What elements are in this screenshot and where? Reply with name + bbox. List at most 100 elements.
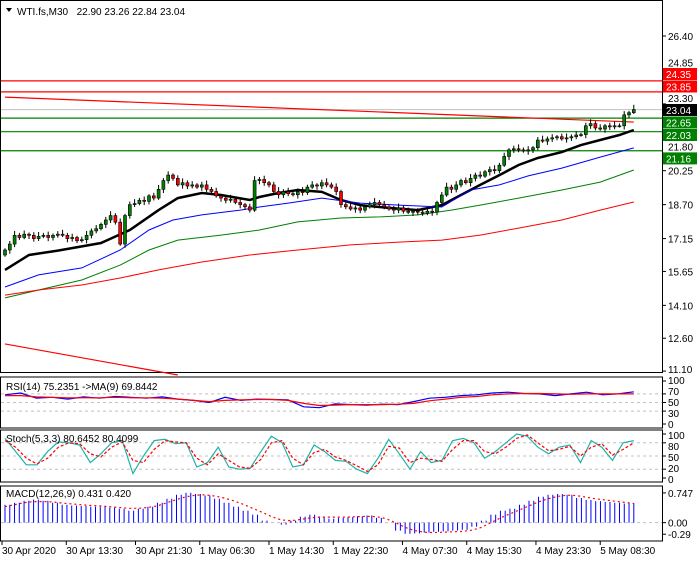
axis-tick-label: 70 (668, 387, 680, 398)
candle (329, 182, 334, 189)
price-level-badge-group: 22.03 (663, 129, 697, 142)
candle-body (324, 182, 329, 186)
axis-tick-label: 20 (668, 464, 680, 475)
axis-tick-label-text: 0 (668, 475, 674, 486)
dropdown-triangle-icon[interactable] (6, 8, 12, 12)
candle-body (113, 215, 118, 223)
candle-body (17, 234, 22, 238)
candle (324, 178, 329, 188)
price-tick-label: 15.65 (668, 267, 693, 278)
candle-body (305, 186, 310, 193)
candle (468, 173, 473, 187)
candle-body (147, 195, 151, 202)
candle (487, 166, 492, 176)
time-tick-label: 4 May 15:30 (467, 546, 522, 557)
candle-body (286, 191, 291, 194)
candle-body (118, 221, 122, 245)
candle-body (204, 184, 209, 190)
candle (583, 122, 588, 139)
stoch-d-line (4, 434, 635, 473)
candle-body (449, 186, 454, 190)
candle-body (583, 125, 588, 135)
candle (118, 218, 122, 246)
candle (60, 229, 65, 238)
ohlc-readout: 22.90 23.26 22.84 23.04 (77, 7, 186, 18)
price-panel[interactable] (0, 0, 667, 376)
candle (559, 133, 564, 141)
candle-body (588, 123, 593, 127)
candle (526, 146, 531, 155)
candle-body (535, 139, 540, 148)
stochastic-panel[interactable] (0, 429, 667, 483)
candle (271, 181, 276, 194)
candle-body (531, 147, 535, 151)
candle-body (511, 148, 516, 151)
candle-body (391, 208, 396, 211)
candle (295, 188, 300, 199)
price-level-badge-group: 21.16 (663, 152, 697, 165)
axis-tick-label: 50 (668, 453, 680, 464)
candle (598, 124, 603, 131)
candle-body (84, 234, 89, 240)
candle-body (401, 207, 406, 212)
candle (176, 175, 180, 187)
candle (593, 121, 598, 131)
candle (200, 181, 204, 191)
candle (8, 240, 12, 254)
candle-body (55, 233, 60, 236)
candle-body (463, 180, 468, 184)
candle (483, 170, 487, 178)
candle (166, 171, 170, 184)
axis-tick-label-text: 50 (668, 398, 680, 409)
candle-body (430, 210, 435, 213)
candle-body (319, 182, 324, 187)
candle-body (228, 198, 233, 201)
moving-average-line (4, 201, 634, 296)
candle-body (502, 156, 507, 166)
candle-body (252, 180, 257, 211)
candle (128, 201, 132, 219)
candle (617, 123, 622, 128)
candle (219, 194, 223, 202)
price-level-badge (663, 68, 697, 80)
candle-body (329, 184, 334, 188)
candle (603, 124, 607, 133)
candle-body (128, 204, 132, 216)
candle (123, 213, 127, 248)
candle-body (156, 189, 161, 199)
candle-body (507, 149, 511, 157)
candle (195, 183, 199, 189)
macd-label: MACD(12,26,9) 0.431 0.420 (6, 489, 132, 500)
candle (286, 187, 291, 197)
price-tick-label-text: 21.80 (668, 143, 693, 154)
candle (454, 181, 459, 193)
axis-tick-label-text: 30 (668, 409, 680, 420)
axis-tick-label: 0 (668, 420, 674, 431)
time-tick-label: 30 Apr 21:30 (136, 546, 193, 557)
candle (411, 209, 415, 217)
candle (550, 134, 555, 142)
candle (46, 231, 51, 242)
candle (204, 180, 209, 193)
candle (12, 230, 17, 248)
candle-body (516, 148, 521, 151)
rsi-panel[interactable] (0, 376, 667, 429)
time-axis: 30 Apr 2020 30 Apr 13:30 30 Apr 21:30 1 May… (0, 540, 662, 557)
candle (300, 187, 305, 196)
price-tick-label: 21.80 (668, 143, 693, 154)
candle (531, 145, 535, 153)
candle-body (75, 237, 79, 242)
candle (132, 199, 137, 208)
candle-body (377, 202, 382, 205)
candle (142, 196, 146, 206)
candle-body (185, 182, 190, 187)
candle-body (439, 194, 444, 203)
candle (152, 192, 156, 201)
candle-body (99, 224, 103, 230)
candle-body (12, 234, 17, 245)
candle (339, 189, 343, 208)
candle-body (468, 178, 473, 184)
candle-body (487, 169, 492, 173)
right-axis-labels: 26.40 24.85 23.30 21.80 20.25 18.70 17.15 15.65… (663, 32, 697, 541)
